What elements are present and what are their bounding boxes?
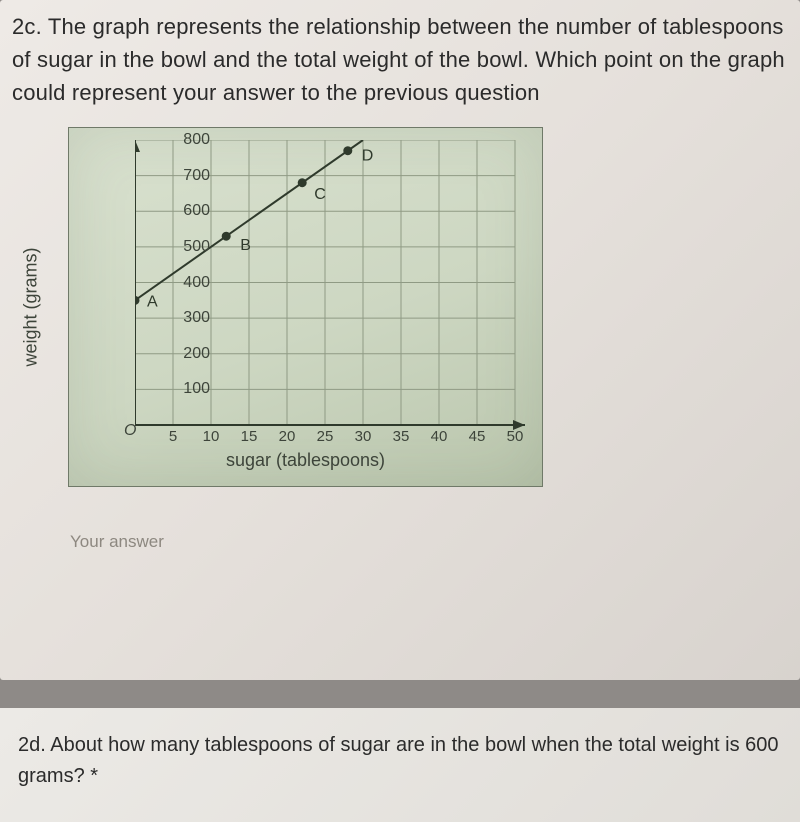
x-axis-label: sugar (tablespoons) [69, 450, 542, 471]
point-label-a: A [147, 293, 158, 310]
y-tick-600: 600 [170, 202, 210, 220]
x-tick-30: 30 [355, 428, 372, 445]
question-2c-text: 2c. The graph represents the relationshi… [12, 10, 800, 127]
x-tick-25: 25 [317, 428, 334, 445]
y-tick-800: 800 [170, 131, 210, 149]
point-label-c: C [314, 186, 326, 203]
x-tick-40: 40 [431, 428, 448, 445]
y-tick-100: 100 [170, 380, 210, 398]
x-tick-35: 35 [393, 428, 410, 445]
x-tick-45: 45 [469, 428, 486, 445]
y-tick-700: 700 [170, 167, 210, 185]
y-tick-400: 400 [170, 274, 210, 292]
point-label-d: D [362, 148, 374, 165]
y-tick-300: 300 [170, 309, 210, 327]
data-point-d [343, 146, 352, 155]
y-axis-label: weight (grams) [21, 247, 42, 366]
x-tick-50: 50 [507, 428, 524, 445]
x-tick-10: 10 [203, 428, 220, 445]
chart-container: weight (grams) ABCD 10020030040050060070… [68, 127, 543, 487]
section-divider [0, 680, 800, 708]
x-tick-15: 15 [241, 428, 258, 445]
answer-input-label[interactable]: Your answer [70, 532, 800, 552]
x-tick-5: 5 [169, 428, 177, 445]
y-tick-200: 200 [170, 345, 210, 363]
data-point-c [298, 178, 307, 187]
worksheet-page: 2c. The graph represents the relationshi… [0, 0, 800, 680]
data-point-b [222, 232, 231, 241]
x-tick-20: 20 [279, 428, 296, 445]
origin-label: O [124, 422, 136, 440]
y-tick-500: 500 [170, 238, 210, 256]
question-2d-text: 2d. About how many tablespoons of sugar … [0, 708, 800, 822]
point-label-b: B [240, 237, 251, 254]
